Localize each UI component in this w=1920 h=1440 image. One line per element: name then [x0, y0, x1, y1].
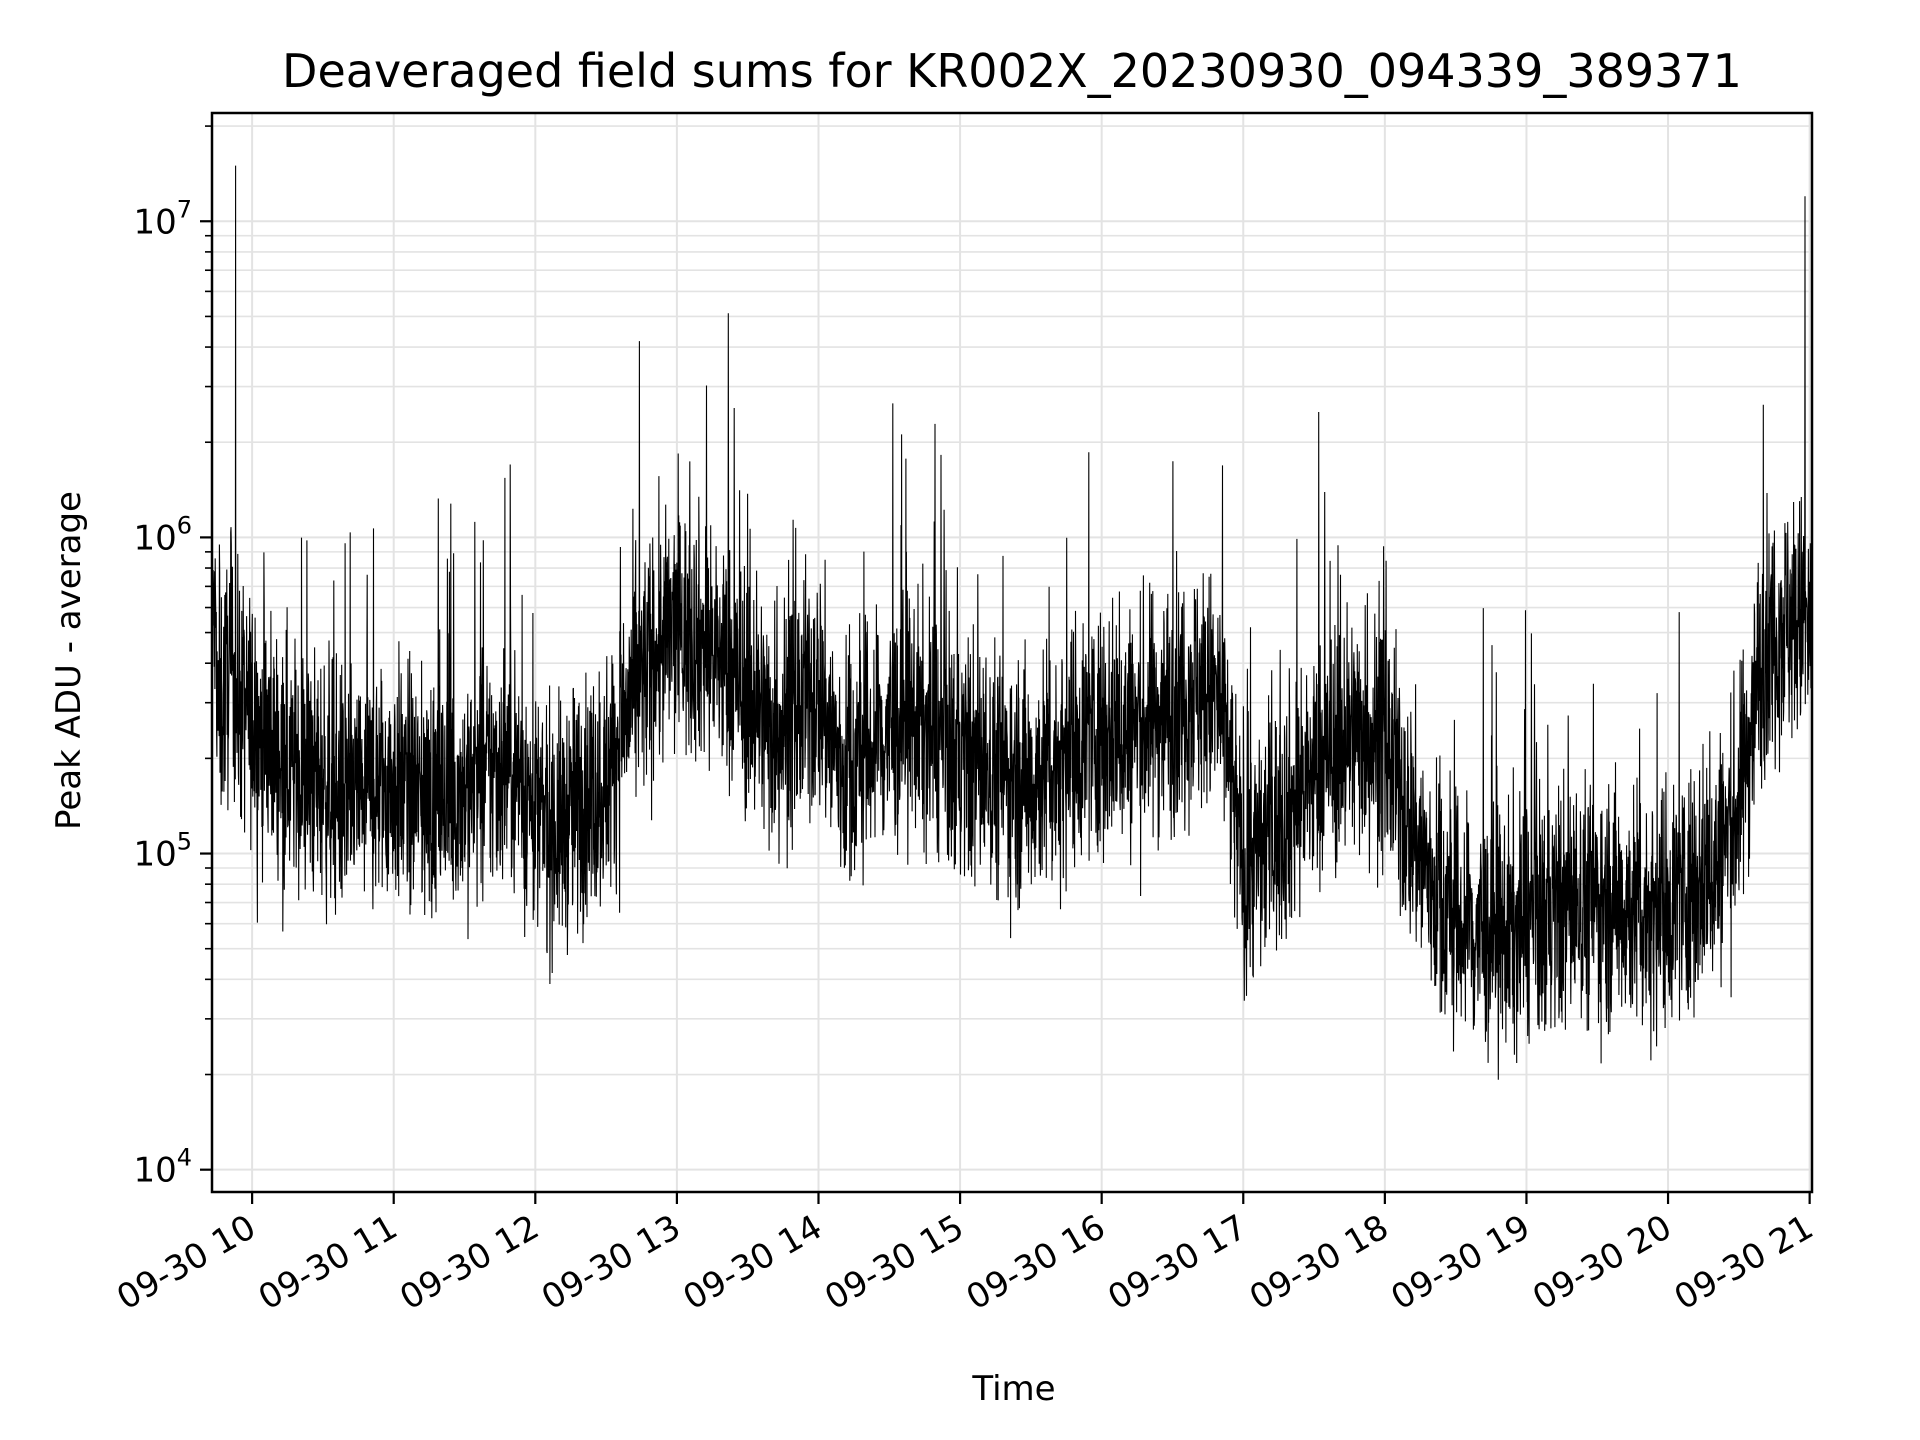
y-axis: 104 105 106 107 [133, 125, 212, 1191]
data-line [212, 165, 1813, 1080]
y-tick-label: 106 [133, 511, 192, 558]
axes-frame [210, 111, 1814, 1194]
y-axis-label: Peak ADU - average [49, 491, 89, 830]
y-tick-label: 105 [133, 828, 192, 875]
y-tick-label: 107 [133, 195, 192, 242]
y-tick-label: 104 [133, 1144, 192, 1191]
chart-title: Deaveraged field sums for KR002X_2023093… [282, 44, 1742, 98]
x-axis-label: Time [971, 1369, 1055, 1409]
series-line [212, 165, 1813, 1080]
